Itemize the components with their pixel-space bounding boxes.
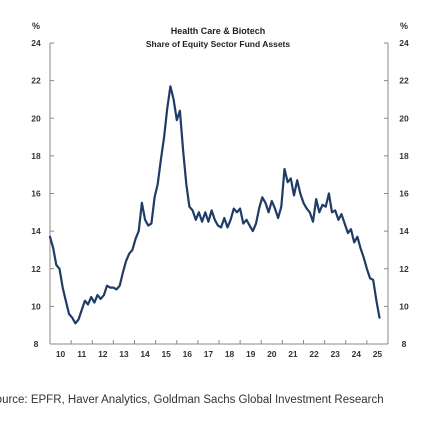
x-tick-label: 16 <box>183 349 193 359</box>
y-tick-label-left: 18 <box>31 151 41 161</box>
x-tick-label: 18 <box>225 349 235 359</box>
x-tick-label: 22 <box>309 349 319 359</box>
y-tick-label-left: 22 <box>31 76 41 86</box>
y-tick-label-right: 20 <box>399 113 409 123</box>
y-tick-label-left: 10 <box>31 301 41 311</box>
x-tick-label: 17 <box>204 349 214 359</box>
y-tick-label-right: 12 <box>399 264 409 274</box>
x-tick-label: 11 <box>77 349 86 359</box>
y-tick-label-left: 12 <box>31 264 41 274</box>
x-tick-label: 20 <box>267 349 277 359</box>
x-tick-label: 10 <box>56 349 66 359</box>
y-unit-left: % <box>32 21 40 31</box>
source-note: Source: EPFR, Haver Analytics, Goldman S… <box>0 394 384 406</box>
y-tick-label-right: 16 <box>399 189 409 199</box>
x-tick-label: 24 <box>352 349 362 359</box>
y-tick-label-left: 14 <box>31 226 41 236</box>
y-tick-label-right: 14 <box>399 226 409 236</box>
y-tick-label-right: 10 <box>399 301 409 311</box>
y-tick-label-right: 8 <box>402 339 407 349</box>
tick-labels: 8 8 10 10 12 12 14 14 16 16 18 18 20 20 22 22 24 24 10 11 12… <box>31 38 409 359</box>
y-tick-label-right: 22 <box>399 76 409 86</box>
x-tick-label: 25 <box>373 349 383 359</box>
x-tick-label: 21 <box>288 349 298 359</box>
axes <box>49 42 389 345</box>
x-tick-label: 15 <box>161 349 171 359</box>
chart-title: Health Care & Biotech <box>171 26 266 36</box>
x-tick-label: 12 <box>98 349 108 359</box>
chart-subtitle: Share of Equity Sector Fund Assets <box>146 39 290 49</box>
y-tick-label-left: 16 <box>31 189 41 199</box>
x-tick-label: 23 <box>330 349 340 359</box>
y-tick-label-right: 24 <box>399 38 409 48</box>
y-tick-label-left: 8 <box>34 339 39 349</box>
series-line <box>48 85 381 325</box>
y-tick-label-left: 20 <box>31 113 41 123</box>
series-layer <box>48 85 381 325</box>
y-tick-label-right: 18 <box>399 151 409 161</box>
x-tick-label: 14 <box>140 349 150 359</box>
y-unit-right: % <box>400 21 408 31</box>
y-tick-label-left: 24 <box>31 38 41 48</box>
x-tick-label: 19 <box>246 349 256 359</box>
x-tick-label: 13 <box>119 349 129 359</box>
chart-svg: Health Care & Biotech Share of Equity Se… <box>31 21 409 359</box>
